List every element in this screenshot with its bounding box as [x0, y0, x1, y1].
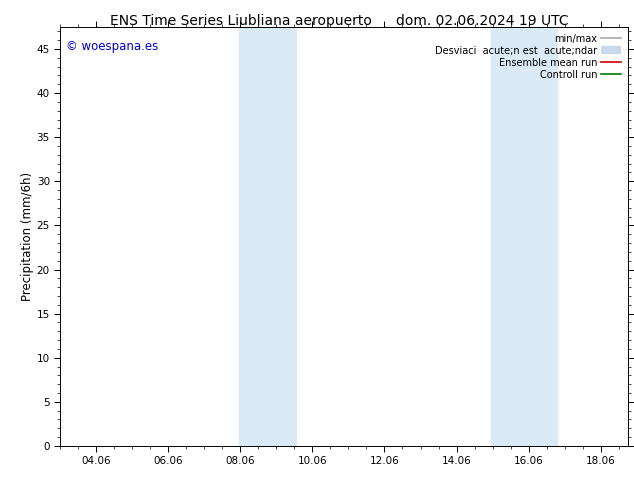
Text: dom. 02.06.2024 19 UTC: dom. 02.06.2024 19 UTC: [396, 14, 568, 28]
Y-axis label: Precipitation (mm/6h): Precipitation (mm/6h): [21, 172, 34, 301]
Text: ENS Time Series Liubliana aeropuerto: ENS Time Series Liubliana aeropuerto: [110, 14, 372, 28]
Bar: [238, 27, 296, 446]
Legend: min/max, Desviaci  acute;n est  acute;ndar, Ensemble mean run, Controll run: min/max, Desviaci acute;n est acute;ndar…: [434, 32, 623, 81]
Text: © woespana.es: © woespana.es: [66, 40, 158, 52]
Bar: [491, 27, 557, 446]
